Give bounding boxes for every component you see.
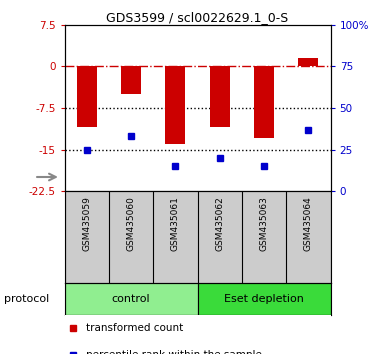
Text: percentile rank within the sample: percentile rank within the sample	[86, 350, 262, 354]
Text: GSM435060: GSM435060	[127, 196, 136, 251]
Text: Eset depletion: Eset depletion	[224, 294, 304, 304]
Text: transformed count: transformed count	[86, 323, 183, 333]
Text: GSM435061: GSM435061	[171, 196, 180, 251]
Bar	[65, 283, 198, 315]
Bar	[298, 58, 318, 67]
Text: GSM435059: GSM435059	[82, 196, 91, 251]
Text: GSM435063: GSM435063	[260, 196, 269, 251]
Bar	[254, 67, 274, 138]
Title: GDS3599 / scl0022629.1_0-S: GDS3599 / scl0022629.1_0-S	[106, 11, 289, 24]
Bar	[77, 67, 97, 127]
Bar	[210, 67, 230, 127]
Bar	[121, 67, 141, 94]
Text: GSM435064: GSM435064	[304, 196, 313, 251]
Text: control: control	[112, 294, 150, 304]
Text: protocol: protocol	[4, 294, 49, 304]
Text: GSM435062: GSM435062	[215, 196, 224, 251]
Bar	[198, 283, 331, 315]
Bar	[165, 67, 185, 144]
